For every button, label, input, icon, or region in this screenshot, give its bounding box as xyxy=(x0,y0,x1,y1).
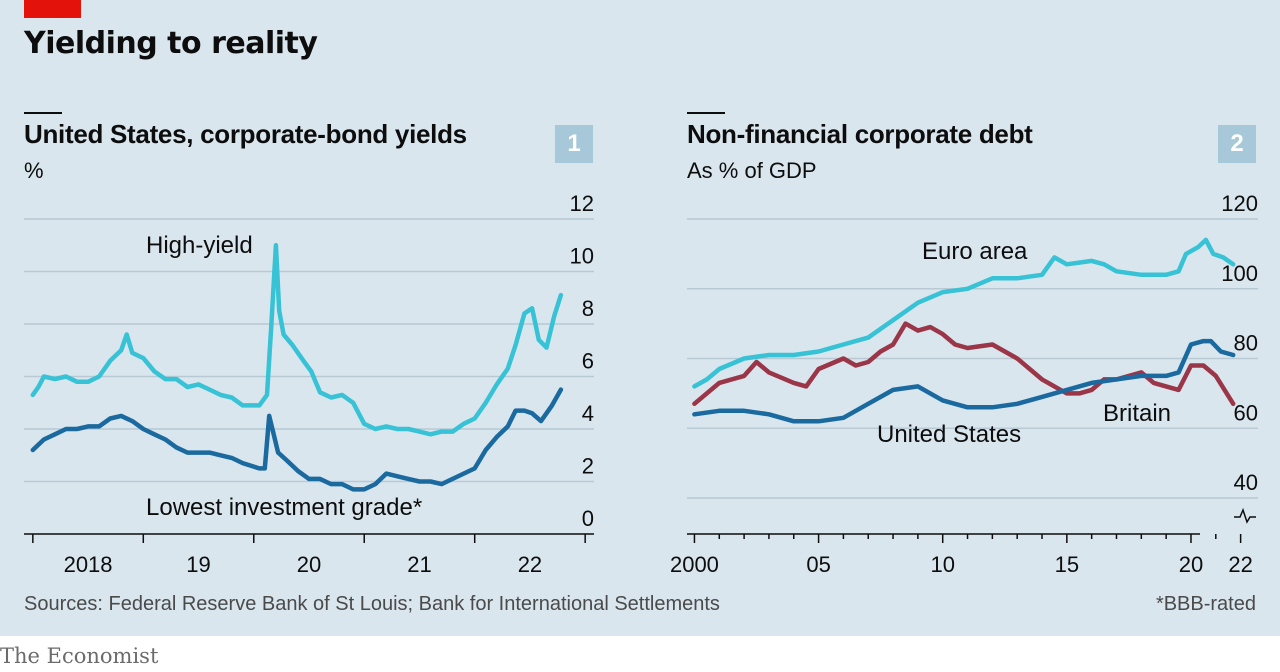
y-tick-label: 120 xyxy=(1221,191,1258,216)
chart1-title: United States, corporate-bond yields xyxy=(24,119,467,149)
y-tick-label: 6 xyxy=(582,349,594,374)
annotation-united-states: United States xyxy=(877,421,1021,448)
y-tick-label: 80 xyxy=(1234,331,1258,356)
chart2-title: Non-financial corporate debt xyxy=(687,119,1033,149)
annotation-britain: Britain xyxy=(1103,400,1171,427)
axis-break-icon xyxy=(1234,507,1256,524)
chart2-subtitle: As % of GDP xyxy=(687,158,817,183)
brand-red-tag xyxy=(24,0,81,18)
chart-panel: Yielding to reality United States, corpo… xyxy=(0,0,1280,636)
x-tick-label: 22 xyxy=(518,552,542,577)
y-tick-label: 100 xyxy=(1221,261,1258,286)
y-tick-label: 60 xyxy=(1234,400,1258,425)
chart1-subtitle: % xyxy=(24,158,44,183)
x-tick-label: 2018 xyxy=(64,552,113,577)
annotation-investment-grade: Lowest investment grade* xyxy=(146,494,422,521)
series-line-united-states xyxy=(692,338,1236,424)
y-tick-label: 12 xyxy=(570,191,594,216)
x-tick-label: 22 xyxy=(1228,552,1252,577)
series-line-euro-area xyxy=(692,237,1236,389)
source-note: Sources: Federal Reserve Bank of St Loui… xyxy=(24,593,720,615)
x-tick-label: 21 xyxy=(407,552,431,577)
x-tick-label: 10 xyxy=(930,552,954,577)
chart2-rule xyxy=(687,112,725,114)
y-tick-label: 2 xyxy=(582,454,594,479)
chart2-plot: 40 60 80 100 120 2000 05 10 15 20 22 Euro area Brita… xyxy=(670,191,1258,577)
x-tick-label: 20 xyxy=(297,552,321,577)
x-tick-label: 15 xyxy=(1055,552,1079,577)
x-tick-label: 05 xyxy=(806,552,830,577)
chart2-number-badge: 2 xyxy=(1218,125,1256,163)
annotation-high-yield: High-yield xyxy=(146,232,253,259)
series-line-high-yield xyxy=(30,243,564,437)
series-line-investment-grade xyxy=(30,387,564,492)
y-tick-label: 0 xyxy=(582,506,594,531)
chart1-rule xyxy=(24,112,62,114)
brand-wordmark: The Economist xyxy=(0,644,159,668)
y-tick-label: 40 xyxy=(1234,470,1258,495)
x-tick-label: 20 xyxy=(1179,552,1203,577)
chart1-plot: 0 2 4 6 8 10 12 2018 19 20 21 22 High-yield Lowest in… xyxy=(24,191,594,577)
x-tick-label: 19 xyxy=(186,552,210,577)
main-title: Yielding to reality xyxy=(24,26,318,61)
footnote: *BBB-rated xyxy=(1155,593,1256,615)
series-line-britain xyxy=(692,321,1236,407)
chart1-number-badge: 1 xyxy=(555,125,593,163)
annotation-euro-area: Euro area xyxy=(922,238,1028,265)
y-tick-label: 10 xyxy=(570,244,594,269)
y-tick-label: 8 xyxy=(582,296,594,321)
x-tick-label: 2000 xyxy=(670,552,719,577)
y-tick-label: 4 xyxy=(582,401,594,426)
